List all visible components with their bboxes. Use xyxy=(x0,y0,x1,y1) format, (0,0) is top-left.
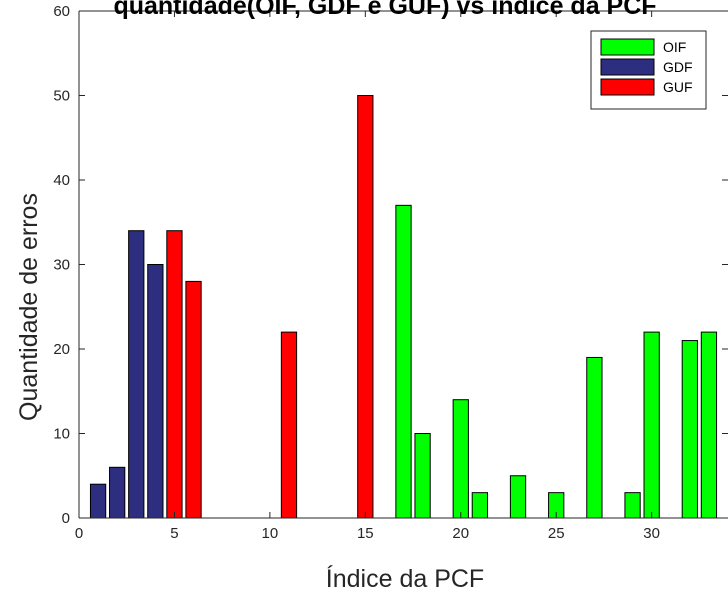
y-tick-label-20: 20 xyxy=(53,341,70,358)
bar-oif-23 xyxy=(509,475,527,519)
x-tick-label-20: 20 xyxy=(452,525,469,542)
bar-gdf-2 xyxy=(109,466,126,519)
bar-oif-32 xyxy=(681,340,698,519)
x-axis-label: Índice da PCF xyxy=(326,564,484,593)
x-tick-label-30: 30 xyxy=(643,525,660,542)
bar-oif-18 xyxy=(414,433,431,519)
y-tick-label-30: 30 xyxy=(53,257,70,274)
x-tick-label-5: 5 xyxy=(170,525,178,542)
legend-swatch-oif xyxy=(600,38,655,56)
x-tick-label-15: 15 xyxy=(357,525,374,542)
y-tick-label-60: 60 xyxy=(53,3,70,20)
bar-oif-27 xyxy=(586,356,603,519)
bar-guf-6 xyxy=(185,280,202,519)
bar-oif-20 xyxy=(452,399,469,519)
bar-gdf-4 xyxy=(147,264,164,519)
legend-swatch-guf xyxy=(600,78,655,96)
bar-oif-30 xyxy=(643,331,660,519)
legend-swatch-gdf xyxy=(600,58,655,76)
bar-gdf-3 xyxy=(128,230,145,519)
bar-oif-33 xyxy=(700,331,718,519)
bar-guf-11 xyxy=(280,331,298,519)
bar-oif-17 xyxy=(395,204,412,519)
x-tick-label-0: 0 xyxy=(75,525,83,542)
legend-label-oif: OIF xyxy=(663,39,686,55)
y-tick-label-50: 50 xyxy=(53,88,70,105)
y-axis-label: Quantidade de erros xyxy=(15,193,43,421)
x-tick-label-25: 25 xyxy=(548,525,565,542)
bar-oif-21 xyxy=(471,492,488,519)
chart-title: quantidade(OIF, GDF e GUF) vs índice da … xyxy=(113,0,656,20)
y-tick-label-0: 0 xyxy=(62,510,70,527)
y-tick-label-40: 40 xyxy=(53,172,70,189)
legend-label-gdf: GDF xyxy=(663,59,693,75)
y-tick-label-10: 10 xyxy=(53,426,70,443)
bar-guf-15 xyxy=(357,95,374,519)
bar-guf-5 xyxy=(166,230,183,519)
bar-gdf-1 xyxy=(89,483,107,519)
bar-oif-29 xyxy=(624,492,641,519)
x-tick-label-10: 10 xyxy=(262,525,279,542)
legend-label-guf: GUF xyxy=(663,79,693,95)
